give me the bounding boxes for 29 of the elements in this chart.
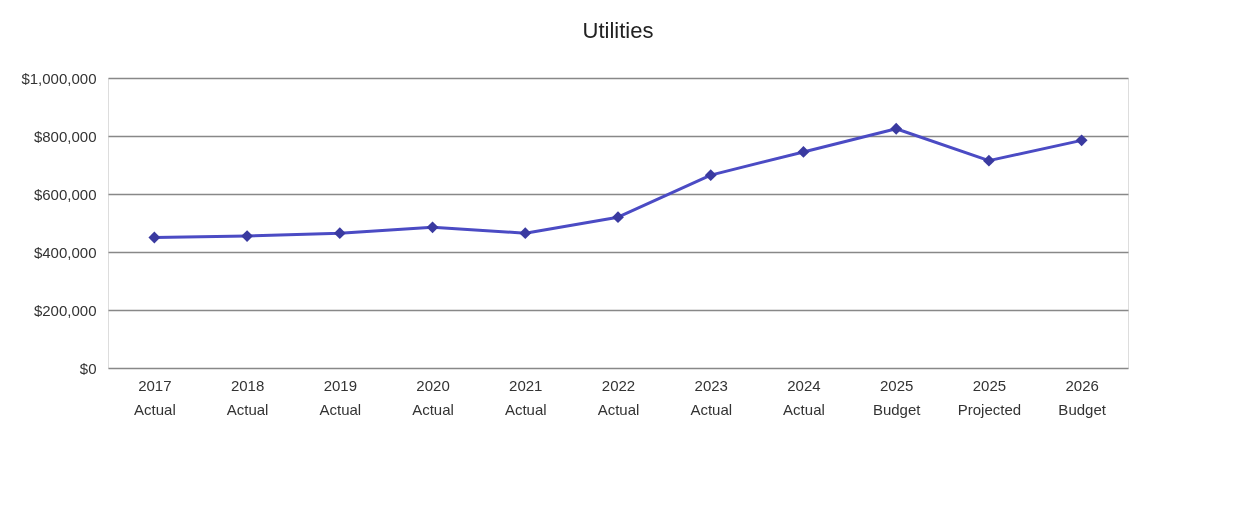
point [704, 169, 717, 182]
y-tick-label: $800,000 [33, 127, 97, 145]
point [333, 227, 346, 240]
x-tick-label: 2023 Actual [690, 376, 733, 418]
x-tick-label: 2020 Actual [412, 376, 454, 418]
y-tick-label: $400,000 [33, 243, 97, 261]
x-tick-label: 2022 Actual [597, 376, 640, 418]
point [797, 146, 810, 158]
x-tick-label: 2017 Actual [134, 376, 176, 418]
y-tick-label: $0 [79, 359, 97, 377]
y-tick-label: $600,000 [33, 185, 97, 203]
x-tick-label: 2024 Actual [783, 376, 825, 418]
point [982, 154, 995, 167]
x-tick-label: 2025 Projected [957, 376, 1022, 418]
chart-title: Utilities [582, 18, 654, 43]
x-tick-label: 2025 Budget [872, 376, 922, 418]
x-tick-label: 2019 Actual [319, 376, 362, 418]
x-tick-label: 2021 Actual [504, 376, 547, 418]
point [1075, 134, 1088, 147]
x-tick-label: 2018 Actual [226, 376, 269, 418]
x-tick-label: 2026 Budget [1058, 376, 1107, 418]
point [148, 231, 161, 244]
point [241, 230, 254, 242]
point [519, 227, 532, 240]
point [426, 221, 439, 234]
point [612, 211, 624, 224]
y-tick-label: $200,000 [33, 301, 97, 319]
point [890, 122, 903, 135]
y-tick-label: $1,000,000 [21, 69, 97, 87]
